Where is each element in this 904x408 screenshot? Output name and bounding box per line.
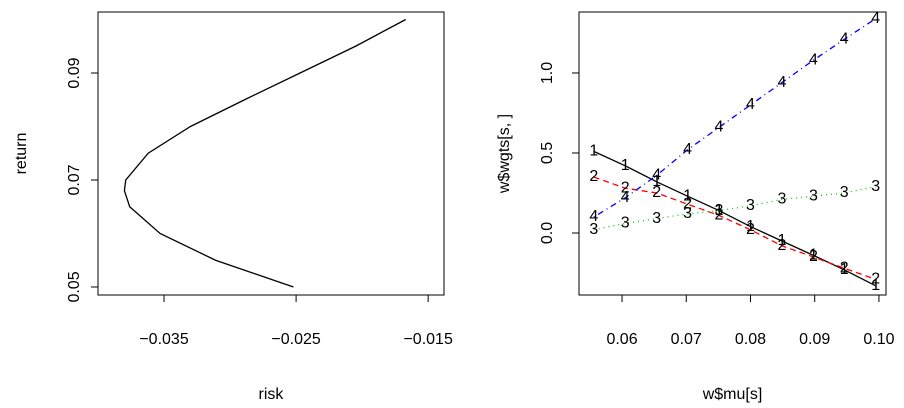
series-line — [593, 150, 877, 287]
point-symbol: 1 — [652, 173, 661, 190]
point-symbol: 1 — [746, 218, 755, 235]
x-axis-title: w$mu[s] — [702, 386, 763, 403]
point-symbol: 1 — [683, 187, 692, 204]
x-tick-label: 0.07 — [671, 331, 702, 348]
plot-box — [578, 11, 887, 296]
point-symbol: 2 — [683, 195, 692, 212]
series-line — [123, 18, 407, 288]
x-tick-label: 0.08 — [735, 331, 766, 348]
x-axis-title: risk — [259, 386, 285, 403]
y-tick-label: 1.0 — [539, 62, 556, 84]
point-symbol: 2 — [871, 271, 880, 288]
point-symbol: 3 — [715, 202, 724, 219]
point-symbol: 1 — [840, 261, 849, 278]
plot-box — [97, 11, 445, 296]
point-symbol: 3 — [589, 221, 598, 238]
point-symbol: 3 — [683, 205, 692, 222]
point-symbol: 1 — [778, 232, 787, 249]
point-symbol: 2 — [589, 168, 598, 185]
point-symbol: 1 — [871, 277, 880, 294]
point-symbol: 3 — [871, 178, 880, 195]
point-symbol: 2 — [746, 221, 755, 238]
point-symbol: 3 — [778, 191, 787, 208]
point-symbol: 1 — [589, 143, 598, 160]
point-symbol: 3 — [652, 210, 661, 227]
point-symbol: 3 — [840, 184, 849, 201]
point-symbol: 4 — [840, 31, 849, 48]
point-symbol: 4 — [871, 10, 880, 27]
series-line — [593, 18, 877, 218]
x-tick-label: 0.10 — [863, 331, 894, 348]
series-line — [593, 176, 876, 281]
point-symbol: 2 — [840, 259, 849, 276]
point-symbol: 1 — [621, 157, 630, 174]
point-symbol: 2 — [809, 248, 818, 265]
x-tick-label: −0.035 — [139, 331, 188, 348]
series-line — [593, 185, 876, 231]
y-axis-title: return — [13, 133, 30, 175]
point-symbol: 4 — [589, 208, 598, 225]
point-symbol: 2 — [652, 184, 661, 201]
x-tick-label: 0.09 — [799, 331, 830, 348]
y-tick-label: 0.5 — [539, 142, 556, 164]
point-symbol: 2 — [621, 179, 630, 196]
point-symbol: 4 — [809, 51, 818, 68]
point-symbol: 2 — [778, 237, 787, 254]
point-symbol: 4 — [715, 119, 724, 136]
y-axis-title: w$wgts[s, ] — [496, 114, 513, 194]
point-symbol: 4 — [778, 74, 787, 91]
y-tick-label: 0.05 — [66, 271, 83, 302]
y-tick-label: 0.07 — [66, 164, 83, 195]
point-symbol: 1 — [715, 202, 724, 219]
x-tick-label: −0.025 — [271, 331, 320, 348]
point-symbol: 2 — [715, 207, 724, 224]
x-tick-label: −0.015 — [403, 331, 452, 348]
point-symbol: 3 — [746, 197, 755, 214]
x-tick-label: 0.06 — [606, 331, 637, 348]
point-symbol: 4 — [652, 167, 661, 184]
point-symbol: 4 — [683, 141, 692, 158]
point-symbol: 4 — [621, 189, 630, 206]
point-symbol: 1 — [809, 247, 818, 264]
point-symbol: 4 — [746, 96, 755, 113]
point-symbol: 3 — [809, 187, 818, 204]
y-tick-label: 0.0 — [539, 222, 556, 244]
y-tick-label: 0.09 — [66, 57, 83, 88]
point-symbol: 3 — [621, 215, 630, 232]
